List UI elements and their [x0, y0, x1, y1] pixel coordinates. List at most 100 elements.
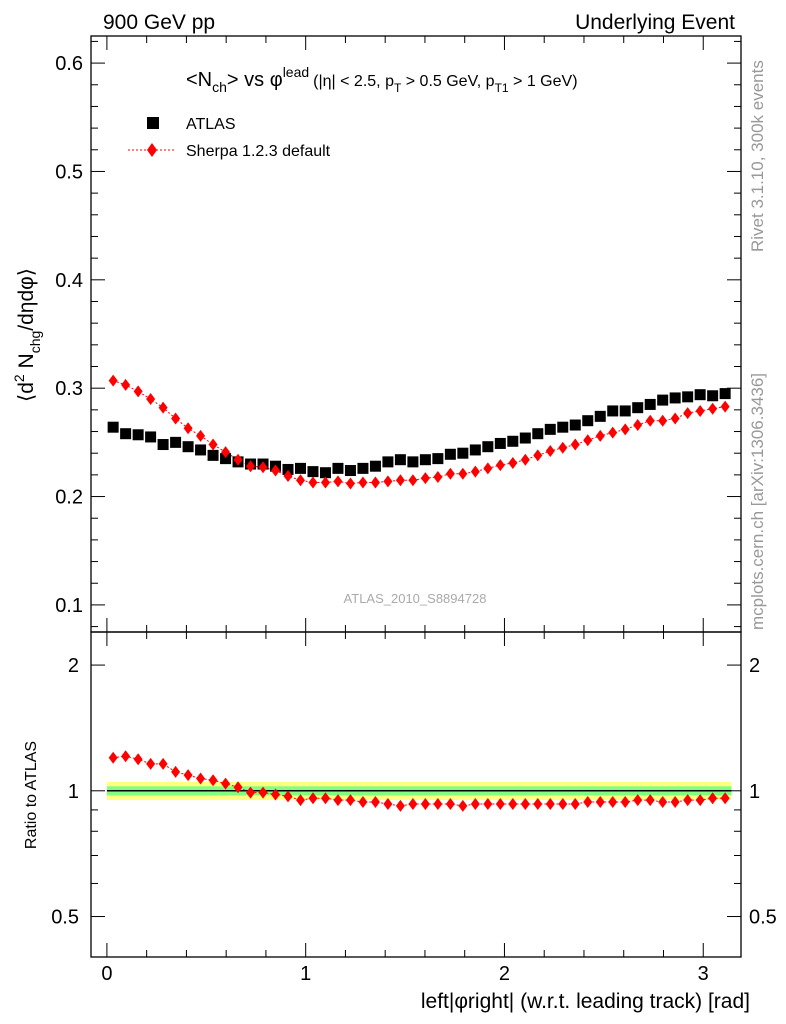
ratio-point — [495, 797, 505, 810]
sherpa-point — [271, 464, 281, 477]
sherpa-point — [508, 456, 518, 469]
legend: ATLAS Sherpa 1.2.3 default — [128, 116, 331, 160]
plot-title: <Nch> vs φlead(|η| < 2.5, pT > 0.5 GeV, … — [186, 64, 578, 95]
ratio-point — [458, 799, 468, 812]
atlas-point — [319, 467, 331, 479]
atlas-point — [307, 466, 319, 478]
atlas-point — [369, 460, 381, 472]
side-label-rivet: Rivet 3.1.10, 300k events — [748, 60, 767, 252]
sherpa-point — [308, 476, 318, 489]
sherpa-point — [645, 414, 655, 427]
sherpa-point — [670, 412, 680, 425]
sherpa-series-line — [112, 380, 726, 485]
analysis-watermark: ATLAS_2010_S8894728 — [344, 591, 487, 606]
ratio-x-axis: 0 1 2 3 — [101, 632, 709, 985]
ratio-point — [720, 792, 730, 805]
legend-atlas-marker — [147, 117, 159, 129]
ratio-point — [146, 757, 156, 770]
sherpa-point — [146, 393, 156, 406]
legend-sherpa-marker — [147, 143, 157, 157]
ratio-y-tick-label-right: 1 — [749, 781, 760, 803]
ratio-point — [508, 797, 518, 810]
ratio-point — [383, 797, 393, 810]
ratio-point — [533, 797, 543, 810]
ratio-point — [483, 797, 493, 810]
ratio-point — [420, 797, 430, 810]
atlas-point — [344, 465, 356, 477]
sherpa-point — [345, 477, 355, 490]
sherpa-point — [258, 461, 268, 474]
ratio-point — [708, 792, 718, 805]
ratio-point — [633, 794, 643, 807]
atlas-point — [332, 462, 344, 474]
atlas-point — [207, 449, 219, 461]
sherpa-point — [620, 423, 630, 436]
atlas-point — [432, 453, 444, 465]
sherpa-point — [595, 429, 605, 442]
ratio-point — [183, 769, 193, 782]
main-y-tick-label: 0.6 — [55, 53, 83, 75]
ratio-point — [221, 777, 231, 790]
atlas-point — [444, 448, 456, 460]
sherpa-point — [558, 441, 568, 454]
x-tick-label: 0 — [101, 963, 112, 985]
ratio-point — [695, 794, 705, 807]
ratio-point — [158, 757, 168, 770]
sherpa-point — [133, 385, 143, 398]
atlas-point — [170, 436, 182, 448]
atlas-point — [657, 394, 669, 406]
atlas-point — [532, 428, 544, 440]
main-y-axis-label: ⟨d2 Nchg/dηdφ⟩ — [11, 268, 43, 402]
sherpa-point — [683, 407, 693, 420]
ratio-point — [520, 797, 530, 810]
ratio-point — [345, 794, 355, 807]
atlas-point — [294, 462, 306, 474]
atlas-point — [482, 441, 494, 453]
atlas-point — [607, 405, 619, 417]
sherpa-point — [633, 419, 643, 432]
main-y-tick-label: 0.1 — [55, 595, 83, 617]
sherpa-point — [545, 445, 555, 458]
atlas-point — [669, 392, 681, 404]
atlas-point — [157, 439, 169, 451]
ratio-point — [320, 792, 330, 805]
sherpa-point — [408, 474, 418, 487]
sherpa-point — [208, 438, 218, 451]
atlas-point — [407, 456, 419, 468]
atlas-point — [682, 391, 694, 403]
ratio-point — [370, 796, 380, 809]
atlas-point — [357, 462, 369, 474]
sherpa-point — [171, 412, 181, 425]
side-label-mcplots: mcplots.cern.ch [arXiv:1306.3436] — [748, 373, 767, 630]
ratio-y-tick-label-right: 0.5 — [749, 907, 777, 929]
sherpa-series — [108, 374, 730, 490]
main-y-tick-label: 0.3 — [55, 378, 83, 400]
atlas-point — [382, 456, 394, 468]
sherpa-point — [283, 469, 293, 482]
atlas-point — [594, 410, 606, 422]
atlas-point — [632, 402, 644, 414]
ratio-point — [358, 796, 368, 809]
atlas-point — [469, 444, 481, 456]
atlas-point — [282, 463, 294, 475]
atlas-point — [694, 389, 706, 401]
ratio-point — [308, 792, 318, 805]
sherpa-point — [370, 476, 380, 489]
atlas-point — [494, 437, 506, 449]
sherpa-point — [383, 475, 393, 488]
atlas-point — [507, 435, 519, 447]
sherpa-point — [433, 471, 443, 484]
main-y-tick-label: 0.4 — [55, 270, 83, 292]
ratio-point — [558, 797, 568, 810]
atlas-point — [707, 390, 719, 402]
sherpa-point — [333, 475, 343, 488]
ratio-y-tick-label: 0.5 — [51, 907, 79, 929]
ratio-point — [433, 797, 443, 810]
sherpa-point — [570, 438, 580, 451]
x-tick-label: 1 — [300, 963, 311, 985]
sherpa-point — [196, 429, 206, 442]
ratio-point — [645, 794, 655, 807]
atlas-point — [182, 441, 194, 453]
sherpa-point — [470, 465, 480, 478]
